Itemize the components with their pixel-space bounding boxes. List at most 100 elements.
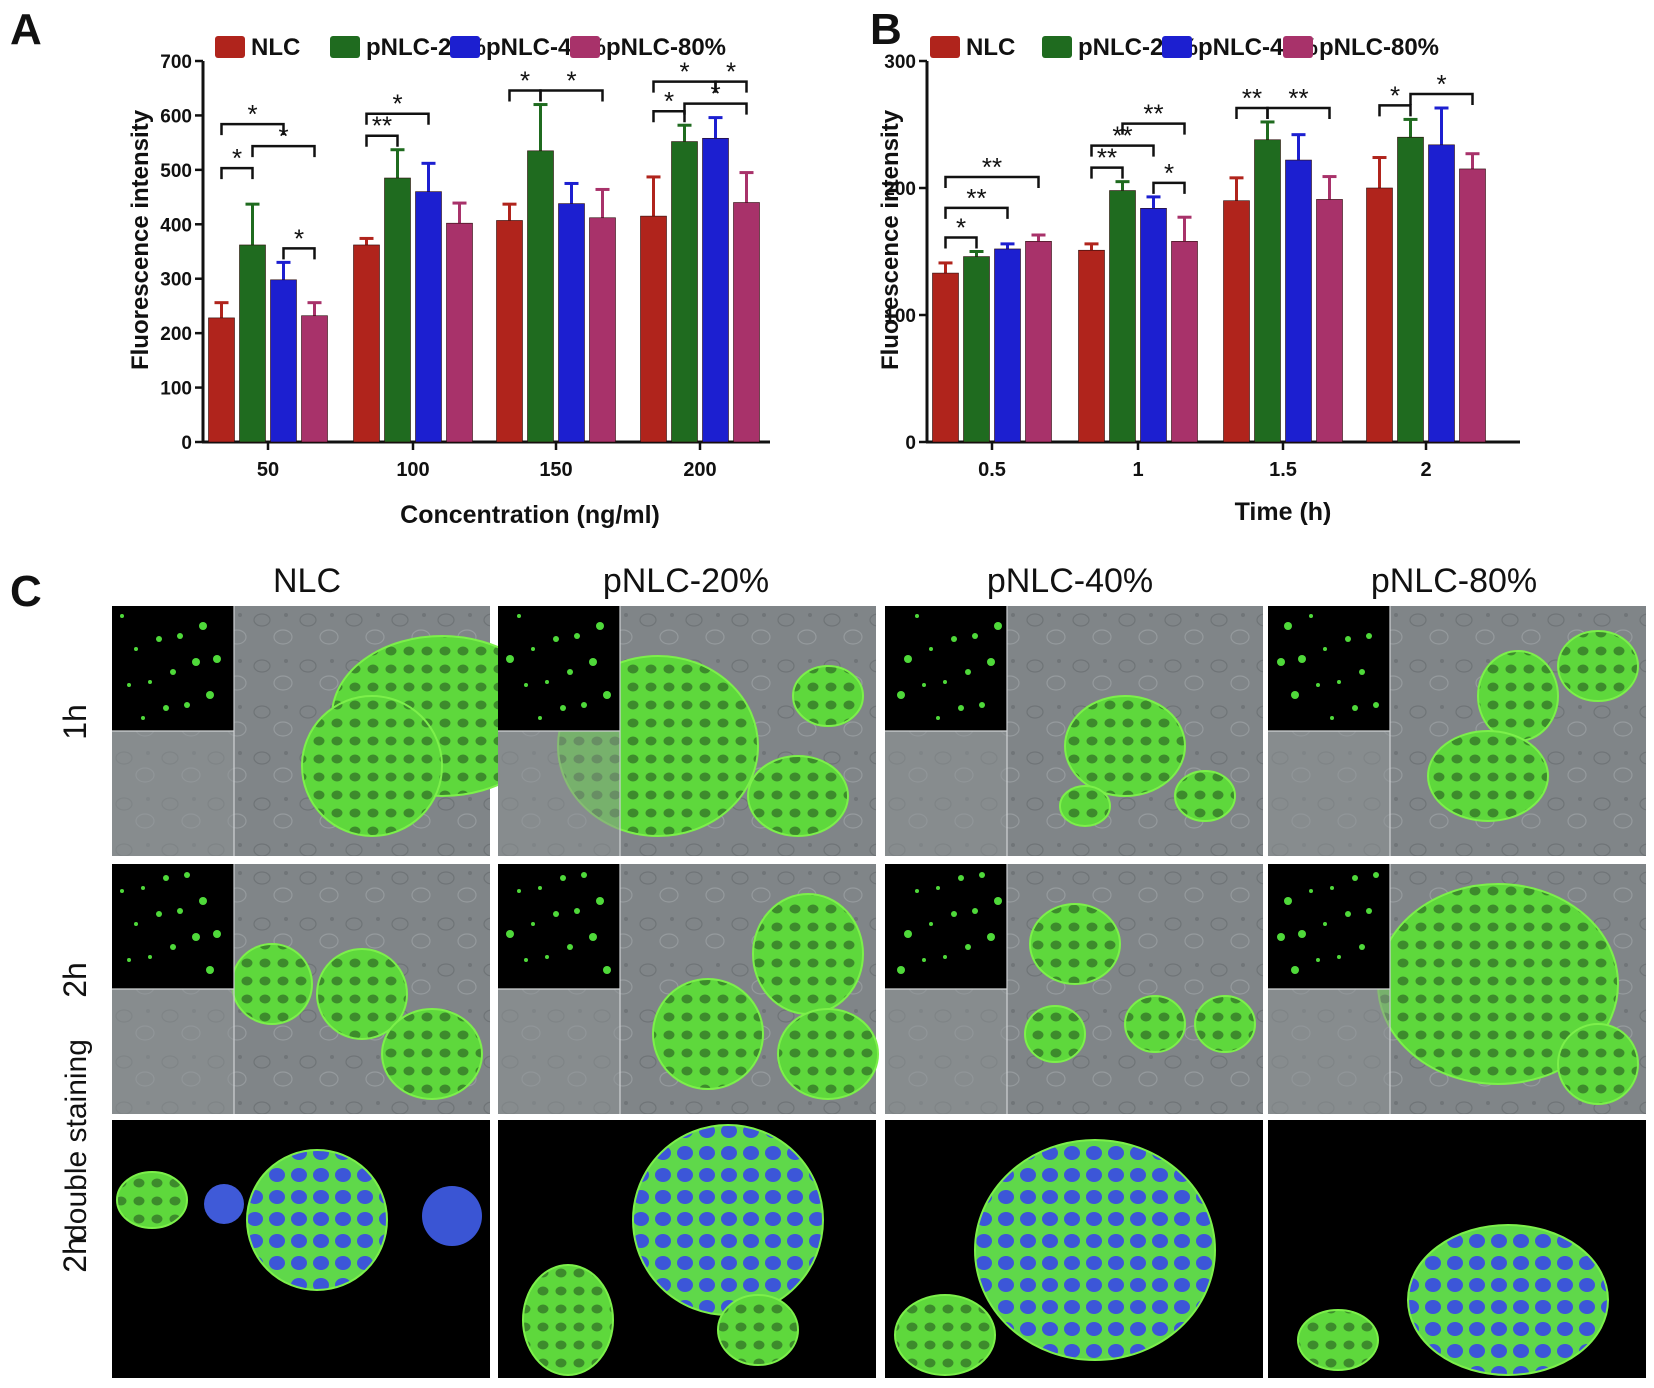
significance-bracket [683, 102, 748, 115]
green-dot [163, 705, 169, 711]
bar [963, 256, 990, 443]
micrograph-cell [498, 606, 876, 856]
significance-label: * [294, 223, 304, 253]
y-tick-label: 300 [884, 52, 916, 73]
inset-brightfield [1268, 731, 1390, 856]
significance-label: * [726, 57, 736, 87]
significance-label: ** [1097, 143, 1117, 173]
bar [270, 279, 297, 443]
significance-label: ** [1288, 83, 1308, 113]
inset-brightfield [498, 989, 620, 1114]
green-dot [545, 680, 549, 684]
green-cell-cluster [1124, 995, 1186, 1053]
significance-bracket [1090, 144, 1155, 157]
green-dot [184, 872, 190, 878]
green-dot [1323, 647, 1327, 651]
green-dot [922, 958, 926, 962]
y-tick-label: 700 [160, 52, 192, 73]
green-dot [148, 680, 152, 684]
significance-label: ** [966, 183, 986, 213]
micrograph-cell-double [885, 1120, 1263, 1378]
significance-label: * [1390, 80, 1400, 110]
green-dot [127, 683, 131, 687]
green-dot [1291, 691, 1299, 699]
green-dot [943, 955, 947, 959]
significance-bracket [251, 144, 316, 158]
green-dot [972, 633, 978, 639]
legend-label: pNLC-80% [606, 34, 726, 61]
legend-swatch [570, 36, 600, 58]
y-tick-label: 0 [905, 433, 916, 454]
inset-brightfield [112, 989, 234, 1114]
green-dot [915, 614, 919, 618]
micrograph-cell [1268, 864, 1646, 1114]
significance-label: ** [1112, 121, 1132, 151]
x-tick-label: 1.5 [1269, 459, 1297, 481]
inset-brightfield [885, 989, 1007, 1114]
significance-label: * [664, 86, 674, 116]
y-tick-label: 200 [884, 179, 916, 200]
bar [1316, 199, 1343, 443]
green-dot [567, 669, 573, 675]
green-dot [897, 691, 905, 699]
bar [589, 217, 616, 443]
significance-label: ** [1143, 99, 1163, 129]
green-dot [213, 655, 221, 663]
green-dot [120, 889, 124, 893]
significance-label: * [247, 99, 257, 129]
significance-bracket [1090, 166, 1124, 179]
green-dot [206, 966, 214, 974]
green-dot [531, 922, 535, 926]
green-dot [184, 702, 190, 708]
x-axis-label-b: Time (h) [1235, 498, 1332, 526]
bar [1078, 249, 1105, 443]
column-header-pnlc-20: pNLC-20% [603, 562, 769, 600]
green-dot [1373, 872, 1379, 878]
bar [702, 137, 729, 443]
y-tick-label: 0 [181, 433, 192, 454]
green-dot [1277, 933, 1285, 941]
significance-label: ** [982, 152, 1002, 182]
inset-brightfield [498, 731, 620, 856]
green-dot [560, 875, 566, 881]
micrograph-cell [112, 864, 490, 1114]
bar [1140, 208, 1167, 443]
bar [1223, 200, 1250, 443]
row-label-2h: 2h [57, 962, 93, 998]
stained-cell-cluster [1297, 1309, 1379, 1371]
significance-bracket [539, 89, 604, 102]
green-cell-cluster [652, 978, 764, 1090]
stained-cell-cluster [1407, 1224, 1609, 1376]
significance-label: * [679, 57, 689, 87]
green-dot [951, 911, 957, 917]
green-dot [567, 944, 573, 950]
green-dot [1337, 680, 1341, 684]
green-dot [199, 622, 207, 630]
green-dot [943, 680, 947, 684]
green-dot [1323, 922, 1327, 926]
green-dot [596, 622, 604, 630]
legend-swatch [450, 36, 480, 58]
green-cell-cluster [381, 1008, 483, 1100]
green-dot [1330, 886, 1334, 890]
y-tick-label: 200 [160, 324, 192, 345]
green-dot [524, 958, 528, 962]
green-dot [1345, 911, 1351, 917]
green-dot [206, 691, 214, 699]
bar [1025, 241, 1052, 443]
significance-bracket [1378, 104, 1412, 117]
green-dot [156, 636, 162, 642]
green-dot [120, 614, 124, 618]
bar [496, 220, 523, 443]
green-cell-cluster [777, 1008, 879, 1100]
green-dot [929, 647, 933, 651]
stained-cell-cluster [246, 1149, 388, 1291]
row-label-1h: 1h [57, 704, 93, 740]
green-dot [553, 636, 559, 642]
green-dot [1316, 958, 1320, 962]
inset-fluorescence [112, 864, 234, 989]
significance-bracket [1152, 181, 1186, 194]
green-dot [994, 897, 1002, 905]
micrograph-cell [112, 606, 553, 856]
green-dot [589, 933, 597, 941]
